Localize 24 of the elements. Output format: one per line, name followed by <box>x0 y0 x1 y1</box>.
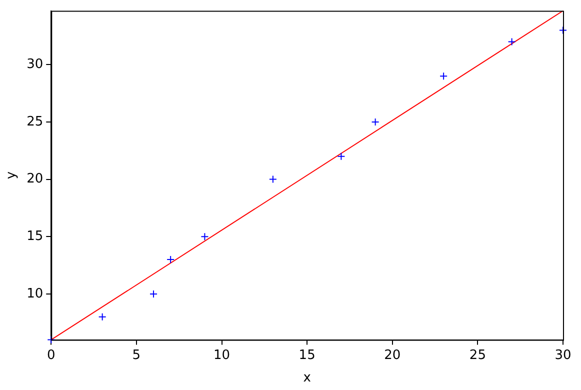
x-tick-label: 5 <box>132 348 141 363</box>
x-tick-label: 20 <box>384 348 401 363</box>
x-axis-title: x <box>303 370 312 386</box>
x-tick-label: 30 <box>554 348 572 363</box>
x-tick-label: 15 <box>298 348 316 363</box>
x-tick-label: 10 <box>213 348 230 363</box>
y-axis-title: y <box>4 171 20 180</box>
point <box>98 312 106 321</box>
point <box>166 256 175 264</box>
point <box>559 26 567 34</box>
y-tick-label: 25 <box>26 114 44 130</box>
point <box>150 290 158 298</box>
y-tick-label: 15 <box>26 229 44 244</box>
point <box>371 118 380 126</box>
point <box>200 232 209 241</box>
x-tick-label: 0 <box>47 348 56 363</box>
point <box>508 38 516 46</box>
point <box>440 72 448 80</box>
y-tick-label: 10 <box>26 286 44 302</box>
point <box>337 152 346 160</box>
x-tick-label: 25 <box>469 348 486 363</box>
y-tick-label: 30 <box>26 57 44 72</box>
point <box>268 175 277 184</box>
y-tick-label: 20 <box>26 172 44 187</box>
